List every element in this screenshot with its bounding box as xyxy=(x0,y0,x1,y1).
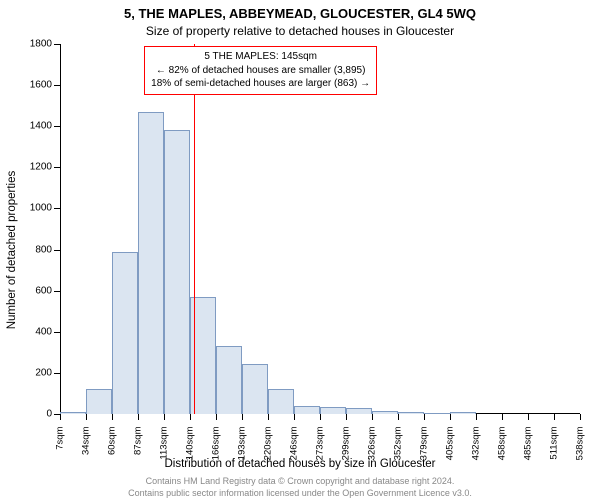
y-tick xyxy=(54,332,60,333)
y-tick xyxy=(54,208,60,209)
y-tick-label: 1200 xyxy=(2,162,52,173)
x-tick xyxy=(294,414,295,420)
x-tick xyxy=(424,414,425,420)
x-tick xyxy=(528,414,529,420)
histogram-bar xyxy=(294,406,319,414)
x-tick xyxy=(320,414,321,420)
x-tick xyxy=(60,414,61,420)
y-tick-label: 200 xyxy=(2,367,52,378)
annotation-line-2: ← 82% of detached houses are smaller (3,… xyxy=(151,64,370,78)
histogram-bar xyxy=(398,412,423,414)
y-axis-line xyxy=(60,44,61,414)
y-tick-label: 1400 xyxy=(2,121,52,132)
histogram-bar xyxy=(60,412,85,414)
y-tick-label: 1000 xyxy=(2,203,52,214)
marker-line xyxy=(194,44,195,414)
histogram-bar xyxy=(138,112,163,414)
x-tick xyxy=(86,414,87,420)
histogram-bar xyxy=(216,346,241,414)
annotation-line-1: 5 THE MAPLES: 145sqm xyxy=(151,50,370,64)
histogram-bar xyxy=(164,130,189,414)
y-tick-label: 600 xyxy=(2,285,52,296)
attribution-line-2: Contains public sector information licen… xyxy=(0,488,600,498)
x-tick xyxy=(216,414,217,420)
y-tick xyxy=(54,291,60,292)
annotation-line-3: 18% of semi-detached houses are larger (… xyxy=(151,77,370,91)
y-tick xyxy=(54,167,60,168)
x-tick xyxy=(190,414,191,420)
chart-title-sub: Size of property relative to detached ho… xyxy=(0,24,600,38)
x-tick xyxy=(346,414,347,420)
y-tick-label: 0 xyxy=(2,409,52,420)
x-tick xyxy=(242,414,243,420)
chart-title-main: 5, THE MAPLES, ABBEYMEAD, GLOUCESTER, GL… xyxy=(0,6,600,21)
annotation-box: 5 THE MAPLES: 145sqm← 82% of detached ho… xyxy=(144,46,377,95)
histogram-bar xyxy=(346,408,371,414)
histogram-bar xyxy=(268,389,293,414)
x-tick xyxy=(372,414,373,420)
x-tick xyxy=(502,414,503,420)
y-tick xyxy=(54,44,60,45)
y-tick xyxy=(54,250,60,251)
x-tick xyxy=(554,414,555,420)
x-tick xyxy=(112,414,113,420)
y-tick xyxy=(54,85,60,86)
y-tick-label: 1600 xyxy=(2,80,52,91)
y-tick xyxy=(54,126,60,127)
x-tick xyxy=(268,414,269,420)
x-tick xyxy=(398,414,399,420)
histogram-bar xyxy=(112,252,137,414)
x-tick xyxy=(580,414,581,420)
y-tick-label: 1800 xyxy=(2,39,52,50)
x-tick xyxy=(164,414,165,420)
x-tick xyxy=(450,414,451,420)
histogram-bar xyxy=(450,412,475,414)
histogram-bar xyxy=(242,364,267,414)
plot-area: 0200400600800100012001400160018007sqm34s… xyxy=(60,44,580,414)
y-tick xyxy=(54,373,60,374)
x-tick xyxy=(138,414,139,420)
histogram-bar xyxy=(372,411,397,414)
y-tick-label: 800 xyxy=(2,244,52,255)
y-tick-label: 400 xyxy=(2,326,52,337)
x-tick xyxy=(476,414,477,420)
attribution-line-1: Contains HM Land Registry data © Crown c… xyxy=(0,476,600,486)
histogram-bar xyxy=(320,407,345,414)
histogram-bar xyxy=(86,389,111,414)
x-axis-label: Distribution of detached houses by size … xyxy=(0,458,600,470)
histogram-bar xyxy=(424,413,449,414)
